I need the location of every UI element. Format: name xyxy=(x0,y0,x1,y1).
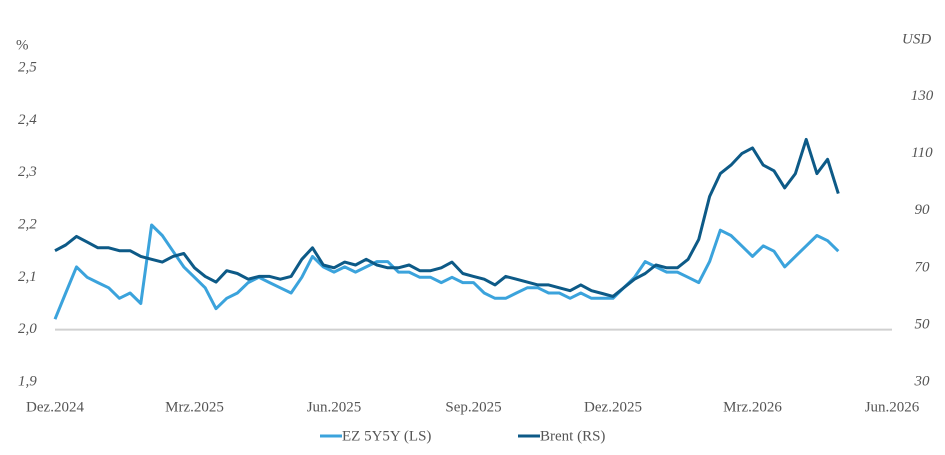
y-tick-label: 1,9 xyxy=(18,373,37,389)
y-axis-label: % xyxy=(16,37,29,53)
x-tick-label: Jun.2025 xyxy=(307,399,362,415)
y-tick-label: 2,3 xyxy=(18,164,37,180)
y-tick-label: 2,4 xyxy=(18,112,37,128)
x-tick-label: Dez.2024 xyxy=(26,399,84,415)
y2-axis-label: USD xyxy=(902,31,931,47)
legend-label: EZ 5Y5Y (LS) xyxy=(342,428,431,444)
y-tick-label: 2,5 xyxy=(18,59,37,75)
x-tick-label: Mrz.2026 xyxy=(723,399,782,415)
x-tick-label: Sep.2025 xyxy=(445,399,501,415)
y2-tick-label: 30 xyxy=(914,373,931,389)
series-line xyxy=(53,223,840,320)
y-tick-label: 2,0 xyxy=(18,321,37,337)
y2-tick-label: 110 xyxy=(911,145,933,161)
series-line xyxy=(54,137,840,298)
x-tick-label: Jun.2026 xyxy=(865,399,920,415)
x-tick-label: Dez.2025 xyxy=(584,399,642,415)
legend-label: Brent (RS) xyxy=(540,428,605,444)
y2-tick-label: 130 xyxy=(911,88,934,104)
y-tick-label: 2,1 xyxy=(18,269,37,285)
y2-tick-label: 90 xyxy=(915,202,931,218)
x-tick-label: Mrz.2025 xyxy=(165,399,224,415)
y2-tick-label: 70 xyxy=(915,259,931,275)
y-tick-label: 2,2 xyxy=(18,216,37,232)
y2-tick-label: 50 xyxy=(915,316,931,332)
